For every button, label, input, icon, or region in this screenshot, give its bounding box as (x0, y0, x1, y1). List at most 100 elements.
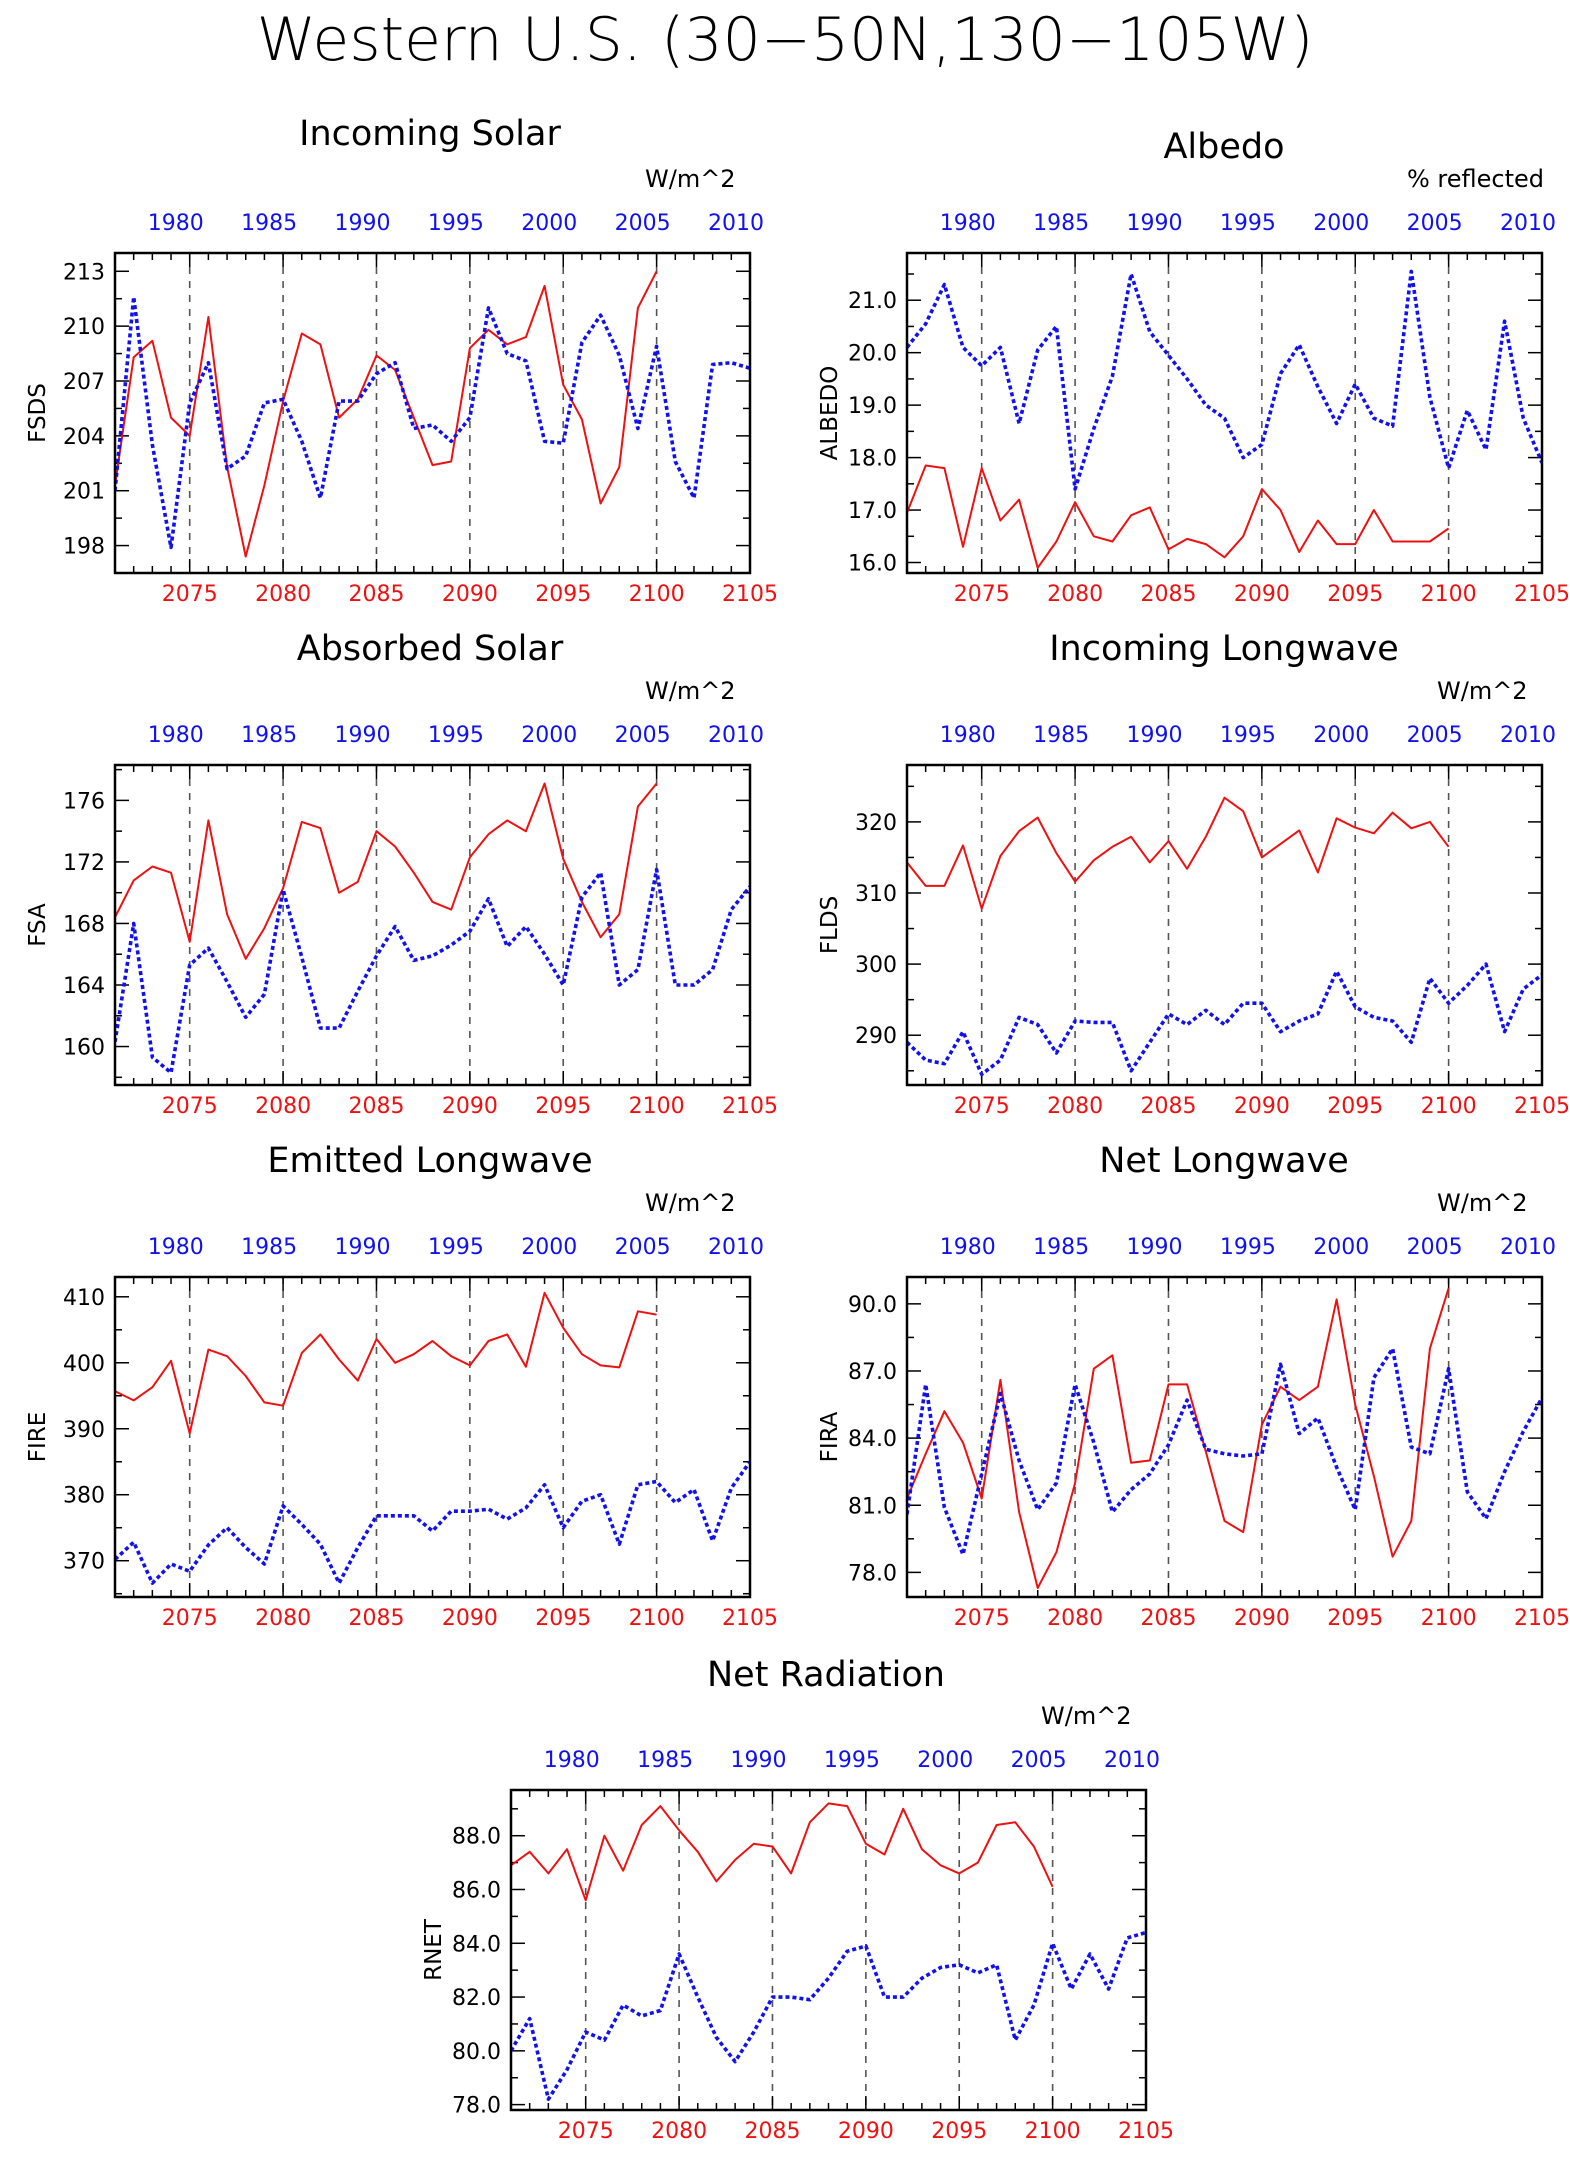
x-tick-label-historical: 1990 (334, 1235, 390, 1260)
y-tick-label: 19.0 (848, 394, 897, 419)
x-tick-label-historical: 1995 (1220, 723, 1276, 748)
x-tick-label-historical: 1980 (940, 723, 996, 748)
x-tick-label-future: 2075 (162, 1094, 218, 1119)
y-tick-label: 320 (855, 811, 897, 836)
x-tick-label-future: 2100 (629, 582, 685, 607)
x-tick-label-future: 2075 (162, 582, 218, 607)
plot-frame (905, 251, 1544, 575)
y-tick-label: 17.0 (848, 499, 897, 524)
y-tick-label: 84.0 (848, 1427, 897, 1452)
y-axis-label: FSDS (25, 383, 51, 443)
x-tick-label-future: 2095 (1327, 1606, 1383, 1631)
x-tick-label-historical: 2005 (1407, 1235, 1463, 1260)
x-tick-label-future: 2085 (1140, 1606, 1196, 1631)
y-tick-label: 390 (63, 1418, 105, 1443)
units-label: % reflected (1407, 165, 1544, 193)
x-tick-label-future: 2080 (255, 1606, 311, 1631)
x-tick-label-future: 2090 (1234, 582, 1290, 607)
x-tick-label-historical: 1985 (1033, 1235, 1089, 1260)
y-tick-label: 176 (63, 789, 105, 814)
y-tick-label: 164 (63, 974, 105, 999)
x-tick-label-historical: 2000 (1313, 723, 1369, 748)
units-label: W/m^2 (645, 1189, 736, 1217)
x-tick-label-future: 2105 (722, 1606, 778, 1631)
series-line-historical (511, 1930, 1146, 2101)
x-tick-label-future: 2105 (1514, 582, 1570, 607)
x-tick-label-future: 2100 (629, 1606, 685, 1631)
plot-frame (509, 1788, 1148, 2112)
x-tick-label-future: 2085 (744, 2119, 800, 2144)
units-label: W/m^2 (645, 165, 736, 193)
y-tick-label: 400 (63, 1352, 105, 1377)
x-tick-label-future: 2085 (348, 582, 404, 607)
x-tick-label-historical: 2010 (708, 723, 764, 748)
x-tick-label-future: 2100 (1421, 582, 1477, 607)
panel-fira: Net Longwave W/m^2 FIRA 2075 2080 2085 2090 209… (817, 1141, 1570, 1631)
y-tick-label: 198 (63, 535, 105, 560)
x-tick-label-historical: 2010 (708, 1235, 764, 1260)
panel-title: Net Longwave (1099, 1141, 1349, 1181)
x-tick-label-historical: 1985 (637, 1748, 693, 1773)
y-tick-label: 207 (63, 370, 105, 395)
y-tick-label: 90.0 (848, 1293, 897, 1318)
y-tick-label: 21.0 (848, 289, 897, 314)
x-tick-label-future: 2105 (1118, 2119, 1174, 2144)
series-line-future (115, 782, 658, 960)
y-tick-label: 213 (63, 260, 105, 285)
y-tick-label: 160 (63, 1036, 105, 1061)
series-line-future (511, 1802, 1054, 1902)
y-tick-label: 310 (855, 882, 897, 907)
x-tick-label-historical: 2000 (521, 723, 577, 748)
x-tick-label-future: 2075 (162, 1606, 218, 1631)
panel-fsa: Absorbed Solar W/m^2 FSA 2075 2080 2085 2090 20… (25, 629, 778, 1119)
series-line-historical (115, 295, 750, 550)
x-tick-label-historical: 1985 (1033, 211, 1089, 236)
x-tick-label-historical: 2005 (615, 211, 671, 236)
y-tick-label: 290 (855, 1024, 897, 1049)
x-tick-label-future: 2080 (1047, 1094, 1103, 1119)
x-tick-label-future: 2075 (954, 1606, 1010, 1631)
y-tick-label: 78.0 (452, 2094, 501, 2119)
x-tick-label-historical: 1995 (428, 1235, 484, 1260)
plot-frame (113, 251, 752, 575)
plot-frame (905, 1275, 1544, 1599)
x-tick-label-future: 2095 (1327, 582, 1383, 607)
x-tick-label-historical: 1995 (1220, 211, 1276, 236)
panel-albedo: Albedo % reflected ALBEDO 2075 2080 2085 2090 2… (817, 127, 1570, 607)
x-tick-label-historical: 1985 (241, 1235, 297, 1260)
panel-title: Incoming Solar (299, 114, 561, 154)
x-tick-label-historical: 1990 (334, 211, 390, 236)
panel-rnet: Net Radiation W/m^2 RNET 2075 2080 2085 2090 20… (421, 1655, 1174, 2144)
series-line-future (907, 1287, 1450, 1589)
x-tick-label-future: 2080 (1047, 1606, 1103, 1631)
y-tick-label: 210 (63, 315, 105, 340)
x-tick-label-historical: 2000 (521, 211, 577, 236)
x-tick-label-future: 2095 (1327, 1094, 1383, 1119)
y-tick-label: 204 (63, 425, 105, 450)
x-tick-label-historical: 2010 (1500, 1235, 1556, 1260)
y-tick-label: 18.0 (848, 447, 897, 472)
x-tick-label-historical: 1990 (1126, 723, 1182, 748)
series-line-historical (907, 962, 1542, 1077)
panel-title: Absorbed Solar (297, 629, 564, 669)
x-tick-label-future: 2090 (1234, 1094, 1290, 1119)
x-tick-label-future: 2105 (722, 1094, 778, 1119)
y-tick-label: 84.0 (452, 1932, 501, 1957)
x-tick-label-historical: 1980 (148, 211, 204, 236)
y-tick-label: 201 (63, 480, 105, 505)
y-tick-label: 20.0 (848, 342, 897, 367)
y-axis-label: RNET (421, 1918, 447, 1981)
units-label: W/m^2 (1437, 1189, 1528, 1217)
x-tick-label-historical: 2005 (615, 723, 671, 748)
x-tick-label-future: 2090 (1234, 1606, 1290, 1631)
x-tick-label-future: 2090 (442, 582, 498, 607)
y-tick-label: 16.0 (848, 552, 897, 577)
x-tick-label-historical: 1980 (544, 1748, 600, 1773)
y-tick-label: 410 (63, 1286, 105, 1311)
x-tick-label-historical: 2010 (1104, 1748, 1160, 1773)
x-tick-label-future: 2105 (1514, 1094, 1570, 1119)
x-tick-label-historical: 1990 (334, 723, 390, 748)
x-tick-label-future: 2090 (838, 2119, 894, 2144)
y-axis-label: FIRE (25, 1412, 51, 1463)
